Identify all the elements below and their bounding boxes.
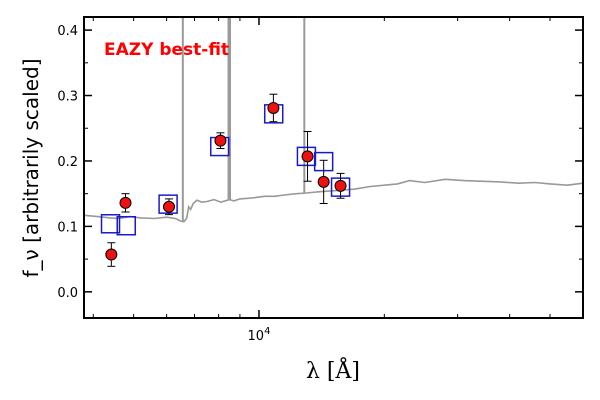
y-tick-label: 0.3 (57, 90, 78, 105)
model-layer (100, 104, 351, 236)
observed-point (162, 200, 175, 213)
x-axis-label: λ [Å] (306, 356, 360, 384)
y-tick-label: 0.1 (57, 220, 78, 235)
observed-point (119, 196, 132, 209)
y-axis-label: f_ν [arbitrarily scaled] (19, 59, 43, 278)
y-tick-label: 0.2 (57, 155, 78, 170)
observed-point (301, 150, 314, 163)
observed-point (317, 175, 330, 188)
annotation-label: EAZY best-fit (104, 40, 229, 60)
observed-layer (105, 93, 347, 267)
observed-point (214, 134, 227, 147)
model-point (296, 146, 317, 167)
emission-lines-layer (181, 17, 306, 222)
plot-frame (83, 16, 584, 319)
x-tick-label: 104 (248, 326, 271, 344)
observed-point (267, 101, 280, 114)
observed-point (105, 248, 118, 261)
observed-point (334, 179, 347, 192)
model-point (158, 194, 178, 214)
template-spectrum-line (83, 178, 584, 223)
ticks-layer: 0.0 0.1 0.2 0.3 0.4 104 (57, 17, 584, 344)
model-point (100, 214, 121, 234)
template-layer (83, 178, 584, 223)
y-tick-label: 0.4 (57, 24, 78, 39)
y-tick-label: 0.0 (57, 286, 78, 301)
model-point (116, 215, 136, 236)
